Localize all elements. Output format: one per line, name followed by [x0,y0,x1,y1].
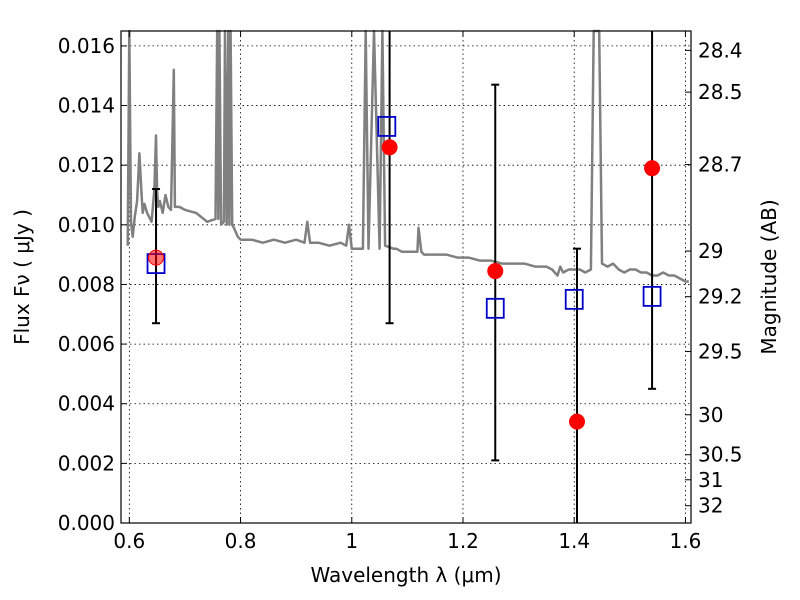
x-tick-label: 0.8 [225,529,257,553]
observed-flux-marker [644,160,661,177]
y-tick-label: 0.008 [58,272,115,296]
x-axis-ticks: 0.6 0.8 1 1.2 1.4 1.6 [113,31,701,553]
model-square-marker [485,297,505,319]
model-square-marker [642,285,662,307]
model-square-marker [377,116,397,137]
x-axis-label: Wavelength λ (μm) [310,563,501,587]
y-axis-label: Flux Fν ( μJy ) [10,209,34,345]
observed-flux-marker [569,413,585,430]
observed-flux-marker [381,139,398,156]
y-tick-label: 0.014 [58,94,115,118]
y2-tick-label: 28.7 [698,153,743,177]
data-points [146,116,662,430]
y-tick-label: 0.004 [58,392,115,416]
plot-frame [120,30,692,524]
y2-tick-label: 30 [698,403,723,427]
y-tick-label: 0.002 [58,451,115,475]
y-tick-label: 0.016 [58,34,115,58]
y2-tick-label: 30.5 [698,443,743,467]
x-tick-label: 0.6 [113,529,145,553]
y2-tick-label: 31 [698,468,723,492]
y2-tick-label: 29.2 [698,285,743,309]
model-square-marker [564,288,584,310]
y2-tick-label: 29.5 [698,340,743,364]
y2-tick-label: 32 [698,494,723,518]
x-tick-label: 1.2 [447,529,479,553]
x-tick-label: 1 [345,529,358,553]
template-spectrum-line [126,29,689,283]
y2-axis-label: Magnitude (AB) [757,199,781,354]
y2-tick-label: 29 [698,239,723,263]
grid [121,31,691,524]
y2-tick-label: 28.5 [698,80,743,104]
observed-flux-marker [487,263,504,280]
x-tick-label: 1.6 [670,529,702,553]
y2-tick-label: 28.4 [698,38,743,62]
y-axis-ticks: 0.000 0.002 0.004 0.006 0.008 0.010 0.012 0.014… [58,34,127,535]
y-tick-label: 0.006 [58,332,115,356]
y-tick-label: 0.010 [58,213,115,237]
x-tick-label: 1.4 [558,529,590,553]
observed-flux-marker [148,249,165,266]
template-spectrum-group [126,29,689,283]
y-tick-label: 0.012 [58,153,115,177]
y-tick-label: 0.000 [58,511,115,535]
